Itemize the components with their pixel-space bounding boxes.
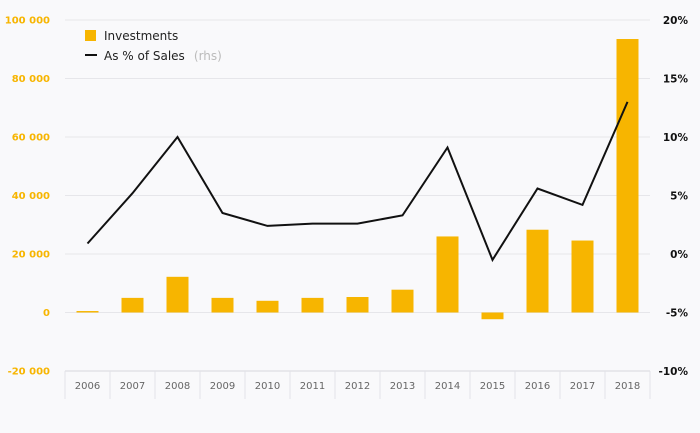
gridlines [65, 19, 650, 372]
x-tick-label: 2010 [255, 381, 280, 392]
x-tick-label: 2008 [165, 381, 190, 392]
x-tick-label: 2017 [570, 381, 595, 392]
left-tick-label: -20 000 [8, 367, 50, 378]
bar-2018 [616, 39, 639, 313]
right-tick-label: 5% [670, 191, 688, 203]
bar-2008 [166, 276, 189, 313]
legend: Investments As % of Sales (rhs) [85, 29, 222, 64]
x-tick-label: 2016 [525, 381, 550, 392]
right-tick-label: 15% [663, 74, 689, 86]
left-axis-ticks: -20 000 0 20 000 40 000 60 000 80 000 100 000 [5, 16, 50, 378]
right-tick-label: 20% [663, 15, 689, 27]
x-axis: 2006 2007 2008 2009 2010 2011 2012 2013 2014 2015… [64, 370, 651, 399]
bar-2006 [76, 311, 99, 313]
x-tick-label: 2018 [615, 381, 640, 392]
x-tick-label: 2011 [300, 381, 325, 392]
x-tick-label: 2012 [345, 381, 370, 392]
x-tick-label: 2009 [210, 381, 235, 392]
right-tick-label: 10% [663, 132, 689, 144]
left-tick-label: 100 000 [5, 16, 50, 27]
x-tick-label: 2007 [120, 381, 145, 392]
left-tick-label: 20 000 [12, 250, 50, 261]
left-tick-label: 80 000 [12, 74, 50, 85]
legend-label-sales-share-suffix: (rhs) [194, 49, 222, 63]
sales-share-line [86, 101, 629, 263]
bar-2016 [526, 229, 549, 313]
x-tick-label: 2015 [480, 381, 505, 392]
x-tick-label: 2013 [390, 381, 415, 392]
right-axis-ticks: -10% -5% 0% 5% 10% 15% 20% [659, 15, 689, 378]
bar-2011 [301, 297, 324, 313]
right-tick-label: -5% [666, 308, 689, 320]
left-tick-label: 60 000 [12, 133, 50, 144]
left-tick-label: 0 [43, 308, 50, 319]
bar-2015 [481, 312, 504, 320]
x-tick-label: 2006 [75, 381, 100, 392]
right-tick-label: 0% [670, 249, 688, 261]
bar-2009 [211, 297, 234, 313]
bar-2013 [391, 289, 414, 313]
bar-2017 [571, 240, 594, 313]
legend-label-sales-share: As % of Sales (rhs) [104, 45, 222, 64]
legend-label-sales-share-name: As % of Sales [104, 49, 185, 63]
legend-swatch-investments [85, 30, 96, 41]
bar-2007 [121, 297, 144, 313]
bar-2012 [346, 296, 369, 313]
bar-2010 [256, 300, 279, 313]
left-tick-label: 40 000 [12, 191, 50, 202]
right-tick-label: -10% [659, 366, 689, 378]
legend-label-investments: Investments [104, 29, 178, 43]
x-tick-label: 2014 [435, 381, 460, 392]
investments-bars [76, 39, 639, 320]
bar-2014 [436, 236, 459, 313]
